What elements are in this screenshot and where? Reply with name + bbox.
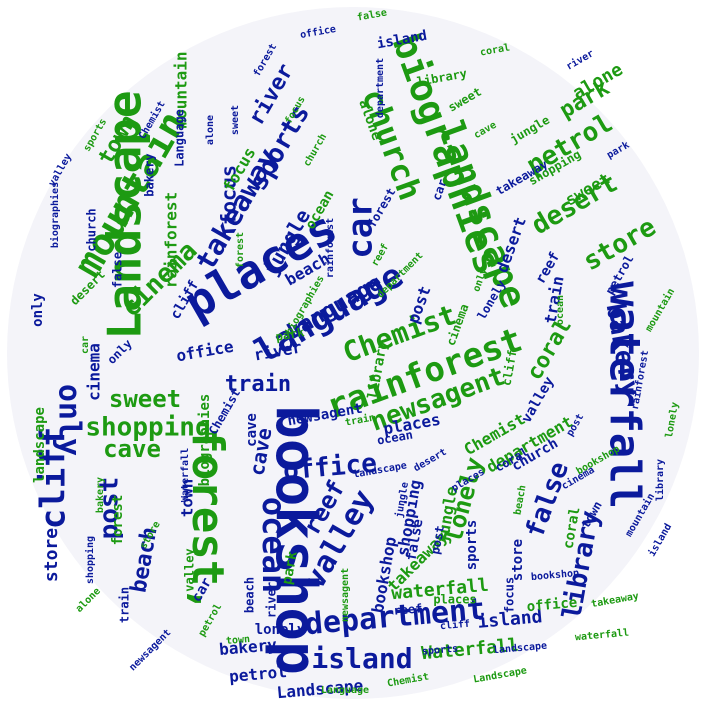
cloud-word: post	[95, 477, 125, 540]
cloud-word: lonely	[255, 622, 306, 638]
cloud-word: beach	[512, 484, 528, 516]
cloud-word: library	[654, 459, 666, 501]
cloud-word: Waterfall	[180, 448, 191, 502]
cloud-word: reef	[393, 601, 423, 617]
cloud-word: coral	[479, 42, 511, 58]
cloud-word: town	[178, 479, 197, 518]
cloud-word: cliff	[499, 349, 519, 387]
cloud-word: church	[85, 208, 99, 251]
cloud-word: car	[80, 336, 91, 354]
cloud-word: landscape	[493, 641, 548, 657]
cloud-word: Language	[321, 685, 369, 696]
cloud-word: only	[52, 384, 87, 456]
cloud-word: car	[429, 177, 450, 202]
cloud-word: store	[510, 539, 526, 581]
cloud-word: department	[375, 58, 386, 118]
cloud-word: town	[226, 634, 251, 647]
cloud-word: newsagent	[127, 627, 173, 673]
cloud-word: alone	[205, 115, 216, 145]
cloud-word: sports	[464, 520, 480, 571]
cloud-word: forest	[110, 495, 126, 546]
cloud-word: store	[41, 528, 62, 582]
cloud-word: park	[279, 549, 301, 586]
cloud-word: cave	[103, 435, 161, 463]
cloud-word: ocean	[255, 497, 293, 593]
cloud-word: focus	[503, 577, 517, 613]
cloud-word: office	[526, 595, 578, 615]
cloud-word: shopping	[84, 536, 96, 584]
cloud-word: forest	[235, 232, 246, 268]
cloud-word: newsagent	[340, 568, 351, 622]
cloud-word: ocean	[555, 295, 566, 325]
cloud-word: biographies	[49, 182, 61, 248]
cloud-word: biographies	[197, 394, 213, 487]
cloud-word: cliff	[439, 618, 470, 633]
cloud-word: bakery	[143, 153, 157, 196]
cloud-word: sports	[422, 643, 459, 657]
cloud-word: cave	[244, 413, 260, 447]
cloud-word: Language	[173, 109, 187, 167]
cloud-word: mountain	[172, 51, 191, 128]
cloud-word: focus	[217, 165, 241, 225]
cloud-word: false	[403, 518, 426, 562]
cloud-word: only	[30, 293, 46, 327]
cloud-word: train	[344, 411, 376, 428]
cloud-word: cliff	[34, 427, 74, 529]
cloud-word: cinema	[85, 343, 104, 401]
cloud-word: train	[118, 587, 132, 623]
cloud-word: waterfall	[601, 281, 650, 509]
cloud-word: sweet	[109, 385, 181, 413]
cloud-word: beach	[243, 577, 257, 613]
cloud-word: waterfall	[575, 628, 630, 644]
cloud-word: island	[311, 642, 412, 675]
cloud-word: valley	[183, 548, 197, 591]
cloud-word: ocean	[376, 427, 414, 447]
cloud-word: bakery	[95, 477, 106, 513]
cloud-word: Landscape	[98, 90, 152, 339]
cloud-word: rainforest	[162, 192, 181, 288]
cloud-word: post	[428, 524, 447, 555]
cloud-word: false	[111, 252, 125, 288]
cloud-word: bookshop	[263, 405, 328, 675]
cloud-word: river	[265, 582, 279, 618]
cloud-word: train	[225, 372, 291, 397]
cloud-word: landscape	[32, 407, 48, 483]
cloud-word: park	[274, 325, 306, 344]
cloud-word: forest,	[182, 427, 233, 612]
cloud-disc	[7, 7, 699, 699]
cloud-word: alone	[74, 586, 103, 615]
cloud-word: car	[341, 197, 381, 258]
cloud-word: bakery	[218, 635, 278, 659]
cloud-word: sweet	[230, 105, 241, 135]
cloud-word: river	[564, 47, 596, 72]
cloud-word: rainforest	[324, 218, 336, 278]
cloud-word: places	[433, 593, 476, 607]
cloud-word: petrol	[228, 662, 287, 686]
cloud-word: false	[356, 7, 388, 23]
cloud-word: shopping	[85, 413, 210, 443]
cloud-word: bookshop	[531, 568, 580, 583]
cloud-word: coral	[560, 506, 583, 550]
